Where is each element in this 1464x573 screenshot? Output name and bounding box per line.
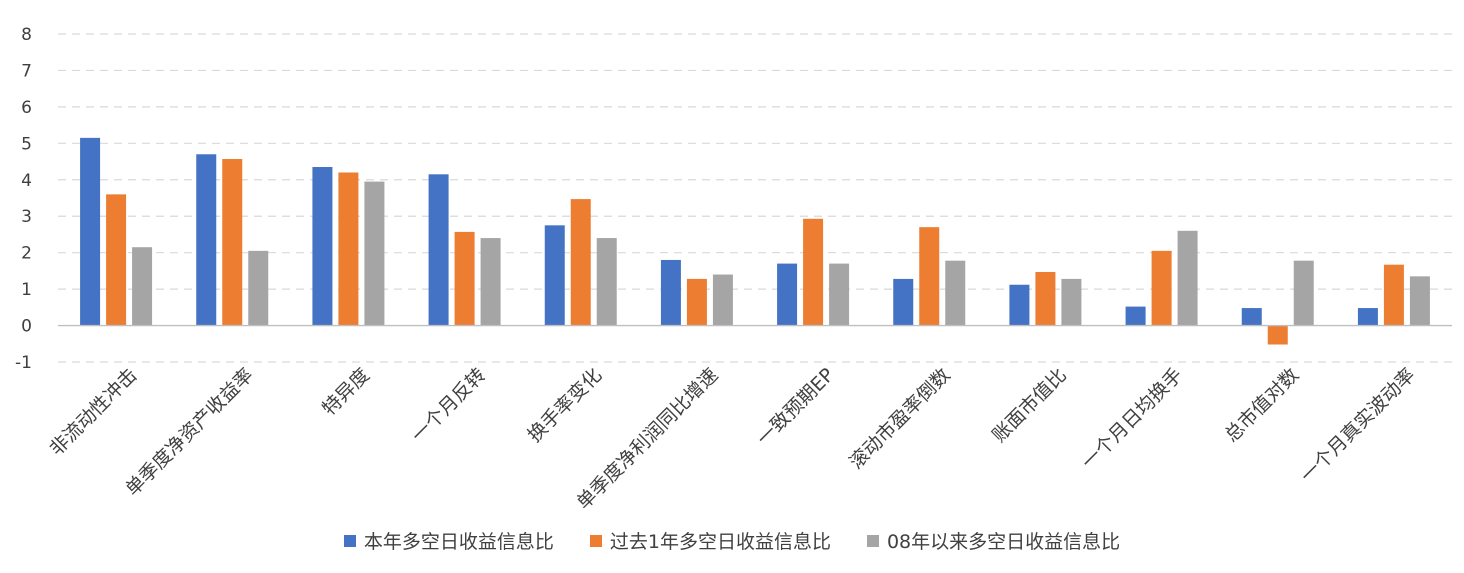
legend-swatch	[343, 534, 356, 547]
x-tick-label: 一个月日均换手	[1078, 364, 1188, 474]
y-tick-label: 8	[21, 25, 32, 45]
x-tick-label: 特异度	[318, 364, 374, 420]
bar	[428, 174, 449, 326]
bar	[777, 263, 798, 326]
bar	[1009, 284, 1030, 326]
bar	[829, 263, 850, 326]
bar	[1357, 308, 1378, 326]
bar	[80, 137, 101, 326]
x-tick-label: 换手率变化	[524, 364, 607, 447]
bars	[80, 137, 1430, 345]
bar	[544, 225, 565, 326]
bar	[686, 278, 707, 326]
bar	[132, 247, 153, 326]
bar	[945, 260, 966, 326]
legend: 本年多空日收益信息比 过去1年多空日收益信息比 08年以来多空日收益信息比	[0, 527, 1464, 554]
bar	[196, 154, 217, 326]
legend-label: 本年多空日收益信息比	[363, 531, 554, 553]
bar	[1035, 271, 1056, 326]
legend-label: 08年以来多空日收益信息比	[886, 531, 1121, 553]
bar	[712, 274, 733, 326]
bar	[1061, 278, 1082, 326]
bar	[454, 231, 475, 326]
bar	[893, 278, 914, 326]
y-tick-label: 0	[21, 317, 32, 337]
bar	[1293, 260, 1314, 326]
bar	[312, 167, 333, 326]
legend-item: 本年多空日收益信息比	[343, 527, 554, 554]
legend-swatch	[589, 534, 602, 547]
x-tick-label: 一致预期EP	[753, 364, 839, 450]
bar	[660, 259, 681, 326]
x-tick-label: 滚动市盈率倒数	[845, 364, 955, 474]
x-tick-label: 单季度净资产收益率	[121, 364, 257, 500]
bar	[803, 218, 824, 326]
bar	[1177, 230, 1198, 326]
bar	[1241, 308, 1262, 326]
x-tick-label: 一个月真实波动率	[1296, 364, 1419, 487]
x-tick-label: 一个月反转	[407, 364, 490, 447]
bar	[106, 194, 127, 326]
y-tick-label: 6	[21, 98, 32, 118]
y-axis-ticks: -1 0 1 2 3 4 5 6 7 8	[15, 25, 32, 373]
bar	[1383, 264, 1404, 326]
bar	[248, 250, 269, 326]
bar	[480, 238, 501, 326]
bar	[1125, 306, 1146, 326]
legend-item: 过去1年多空日收益信息比	[589, 527, 831, 554]
bar	[1267, 325, 1288, 345]
y-tick-label: 5	[21, 134, 32, 154]
legend-item: 08年以来多空日收益信息比	[866, 527, 1121, 554]
bar	[1409, 276, 1430, 326]
bar	[570, 199, 591, 326]
y-tick-label: 2	[21, 244, 32, 264]
x-tick-label: 非流动性冲击	[45, 364, 141, 460]
bar	[222, 159, 243, 326]
bar	[919, 227, 940, 326]
y-tick-label: -1	[15, 353, 32, 373]
y-tick-label: 1	[21, 280, 32, 300]
y-tick-label: 3	[21, 207, 32, 227]
y-tick-label: 7	[21, 61, 32, 81]
bar	[1151, 250, 1172, 326]
y-tick-label: 4	[21, 171, 32, 191]
bar	[364, 181, 385, 326]
bar	[338, 172, 359, 326]
legend-label: 过去1年多空日收益信息比	[609, 531, 831, 553]
x-tick-label: 账面市值比	[988, 364, 1071, 447]
x-tick-label: 总市值对数	[1221, 364, 1304, 447]
bar	[596, 238, 617, 326]
legend-swatch	[866, 534, 879, 547]
